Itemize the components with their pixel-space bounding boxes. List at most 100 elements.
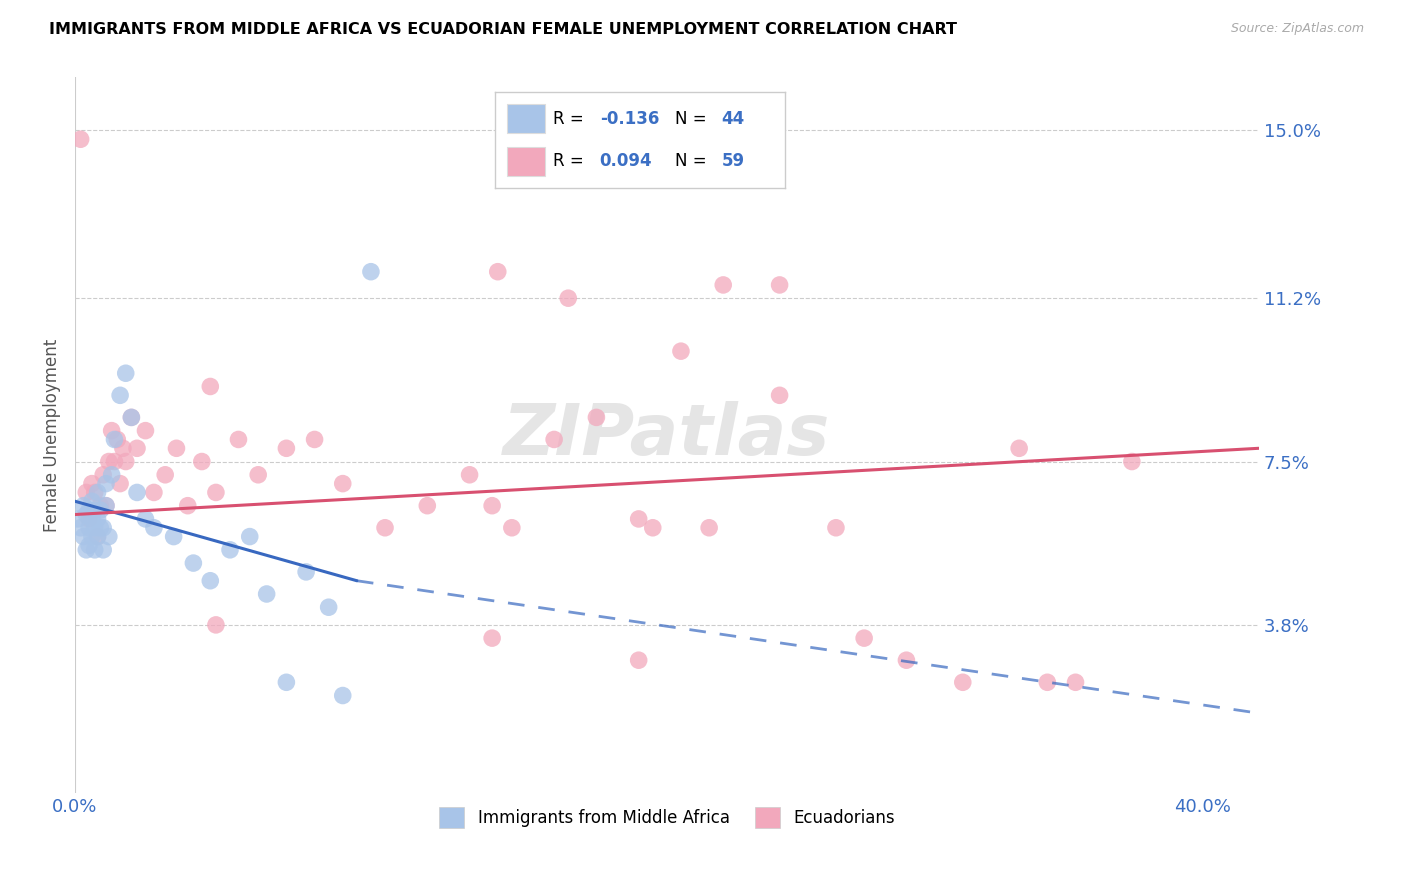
Point [360, 265, 382, 279]
Point [66, 512, 89, 526]
Point [166, 442, 188, 456]
Point [627, 653, 650, 667]
Point [768, 388, 790, 402]
Point [247, 467, 270, 482]
Point [142, 521, 165, 535]
Point [91, 467, 114, 482]
Point [80, 476, 103, 491]
Point [153, 467, 176, 482]
Point [1121, 454, 1143, 468]
Point [183, 556, 205, 570]
Point [481, 499, 503, 513]
Point [94, 476, 117, 491]
Point [100, 424, 122, 438]
Point [94, 499, 117, 513]
Point [1008, 442, 1031, 456]
Point [318, 600, 340, 615]
Point [374, 521, 396, 535]
Point [83, 521, 105, 535]
Point [69, 132, 91, 146]
Text: IMMIGRANTS FROM MIDDLE AFRICA VS ECUADORIAN FEMALE UNEMPLOYMENT CORRELATION CHAR: IMMIGRANTS FROM MIDDLE AFRICA VS ECUADOR… [49, 22, 957, 37]
Point [69, 521, 91, 535]
Point [276, 675, 298, 690]
Point [89, 521, 111, 535]
Point [134, 512, 156, 526]
Point [142, 485, 165, 500]
Legend: Immigrants from Middle Africa, Ecuadorians: Immigrants from Middle Africa, Ecuadoria… [433, 801, 901, 834]
Point [134, 424, 156, 438]
Point [295, 565, 318, 579]
Point [94, 499, 117, 513]
Point [125, 485, 148, 500]
Point [332, 476, 354, 491]
Point [239, 530, 262, 544]
Y-axis label: Female Unemployment: Female Unemployment [44, 338, 60, 532]
Point [80, 494, 103, 508]
Point [97, 454, 120, 468]
Point [896, 653, 918, 667]
Point [458, 467, 481, 482]
Point [641, 521, 664, 535]
Point [711, 277, 734, 292]
Point [1036, 675, 1059, 690]
Point [501, 521, 523, 535]
Point [952, 675, 974, 690]
Point [75, 485, 97, 500]
Point [108, 388, 131, 402]
Point [557, 291, 579, 305]
Point [100, 467, 122, 482]
Point [91, 521, 114, 535]
Point [89, 499, 111, 513]
Point [111, 442, 134, 456]
Point [86, 512, 108, 526]
Point [83, 485, 105, 500]
Point [86, 530, 108, 544]
Point [80, 512, 103, 526]
Point [697, 521, 720, 535]
Point [768, 277, 790, 292]
Point [89, 503, 111, 517]
Point [481, 631, 503, 645]
Point [77, 503, 100, 517]
Point [256, 587, 278, 601]
Point [77, 512, 100, 526]
Point [191, 454, 214, 468]
Point [200, 379, 222, 393]
Point [77, 538, 100, 552]
Point [163, 530, 186, 544]
Point [853, 631, 876, 645]
Point [86, 485, 108, 500]
Point [276, 442, 298, 456]
Point [86, 530, 108, 544]
Point [105, 433, 128, 447]
Point [72, 499, 94, 513]
Point [97, 530, 120, 544]
Point [83, 503, 105, 517]
Point [825, 521, 848, 535]
Point [75, 508, 97, 522]
Point [200, 574, 222, 588]
Point [304, 433, 326, 447]
Point [416, 499, 439, 513]
Point [114, 454, 136, 468]
Point [177, 499, 200, 513]
Text: Source: ZipAtlas.com: Source: ZipAtlas.com [1230, 22, 1364, 36]
Point [77, 521, 100, 535]
Point [332, 689, 354, 703]
Point [108, 476, 131, 491]
Point [228, 433, 250, 447]
Point [543, 433, 565, 447]
Point [219, 542, 242, 557]
Point [669, 344, 692, 359]
Point [1064, 675, 1087, 690]
Text: ZIPatlas: ZIPatlas [503, 401, 831, 469]
Point [72, 530, 94, 544]
Point [103, 433, 125, 447]
Point [120, 410, 142, 425]
Point [486, 265, 509, 279]
Point [205, 618, 228, 632]
Point [585, 410, 607, 425]
Point [91, 542, 114, 557]
Point [83, 542, 105, 557]
Point [103, 454, 125, 468]
